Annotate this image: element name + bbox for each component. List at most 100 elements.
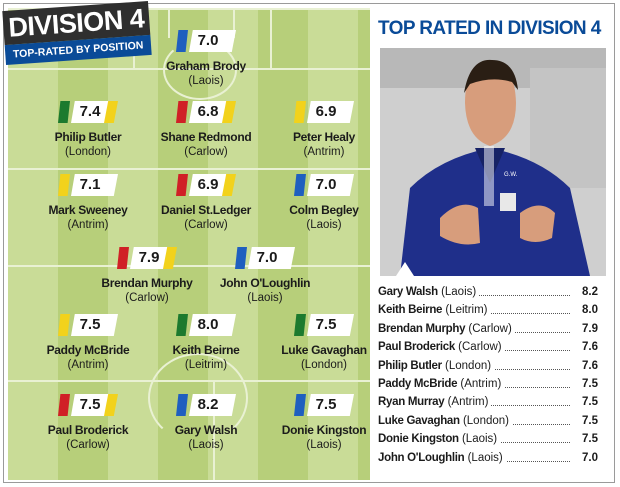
player-rating: 7.5 — [315, 316, 337, 333]
player-name: Colm Begley — [289, 203, 359, 217]
player-card: 8.0 Keith Beirne (Leitrim) — [151, 314, 261, 378]
county-colour-tail — [222, 174, 236, 196]
county-colour-stripe — [58, 101, 70, 123]
rating-box — [248, 247, 286, 269]
player-rating: 7.5 — [315, 396, 337, 413]
player-name: Peter Healy — [292, 130, 356, 144]
county-colour-tail — [163, 247, 177, 269]
player-card: 7.0 John O'Loughlin (Laois) — [210, 247, 320, 311]
player-name: Shane Redmond — [160, 130, 252, 144]
top-rated-player-name: John O'Loughlin — [378, 451, 465, 464]
player-card: 6.9 Peter Healy (Antrim) — [269, 101, 379, 165]
rating-box — [71, 394, 109, 416]
rating-box — [71, 174, 109, 196]
pitch-right-box-line — [270, 8, 272, 68]
pitch-bottom-left-line — [213, 382, 215, 480]
county-colour-tail — [222, 101, 236, 123]
county-colour-tail — [281, 247, 295, 269]
player-name: John O'Loughlin — [219, 276, 311, 290]
player-county: (Carlow) — [184, 146, 228, 158]
pitch-bottom-arc — [148, 353, 248, 443]
rating-box — [130, 247, 168, 269]
county-colour-tail — [340, 314, 354, 336]
player-rating: 7.0 — [197, 32, 219, 49]
county-colour-tail — [340, 174, 354, 196]
top-rated-row: Keith Beirne (Leitrim) 8.0 — [378, 301, 604, 320]
top-rated-player-county: (Carlow) — [458, 341, 502, 354]
player-card: 7.5 Paul Broderick (Carlow) — [33, 394, 143, 458]
county-colour-tail — [104, 314, 118, 336]
player-rating: 6.9 — [315, 103, 337, 120]
player-county: (Carlow) — [184, 219, 228, 231]
rating-box — [189, 394, 227, 416]
player-name: Daniel St.Ledger — [161, 203, 251, 217]
pitch-top-arc — [163, 40, 237, 100]
rating-badge: 6.9 — [294, 101, 354, 123]
top-rated-player-county: (London) — [462, 414, 509, 427]
county-colour-tail — [104, 394, 118, 416]
top-rated-player-name: Paul Broderick — [378, 341, 455, 354]
top-rated-player-county: (Leitrim) — [445, 304, 488, 317]
player-name: Gary Walsh — [174, 423, 238, 437]
top-rated-player-score: 7.0 — [579, 448, 598, 467]
rating-box — [71, 101, 109, 123]
player-county: (London) — [300, 359, 348, 371]
player-rating: 7.0 — [256, 249, 278, 266]
rating-box — [307, 101, 345, 123]
player-county: (Laois) — [306, 439, 342, 451]
player-card: 7.5 Luke Gavaghan (London) — [269, 314, 379, 378]
division-title-block: DIVISION 4 TOP-RATED BY POSITION — [2, 0, 152, 66]
rating-badge: 7.4 — [58, 101, 118, 123]
top-rated-title: TOP RATED IN DIVISION 4 — [378, 18, 601, 39]
player-card: 7.5 Donie Kingston (Laois) — [269, 394, 379, 458]
rating-badge: 7.5 — [294, 314, 354, 336]
county-colour-tail — [340, 394, 354, 416]
county-colour-stripe — [58, 394, 70, 416]
top-rated-row: John O'Loughlin (Laois) 7.0 — [378, 448, 604, 467]
county-colour-tail — [222, 394, 236, 416]
player-rating: 7.9 — [138, 249, 160, 266]
player-county: (Leitrim) — [184, 359, 228, 371]
top-rated-list: Gary Walsh (Laois) 8.2 Keith Beirne (Leitr… — [378, 283, 604, 467]
county-colour-stripe — [235, 247, 247, 269]
rating-badge: 7.9 — [117, 247, 177, 269]
top-rated-player-county: (Antrim) — [447, 396, 489, 409]
player-name: Keith Beirne — [172, 343, 240, 357]
rating-box — [189, 174, 227, 196]
rating-badge: 7.0 — [176, 30, 236, 52]
county-colour-tail — [340, 101, 354, 123]
manager-photo-illustration: G.W. — [380, 48, 606, 276]
player-card: 7.0 Graham Brody (Laois) — [151, 30, 261, 94]
top-rated-player-name: Brendan Murphy — [378, 322, 466, 335]
player-county: (Antrim) — [67, 359, 109, 371]
player-name: Paddy McBride — [46, 343, 130, 357]
rating-badge: 6.9 — [176, 174, 236, 196]
top-rated-player-county: (Laois) — [461, 433, 498, 446]
top-rated-player-name: Donie Kingston — [378, 433, 459, 446]
pitch-upper-band-line — [8, 168, 370, 170]
top-rated-player-name: Keith Beirne — [378, 304, 443, 317]
player-card: 7.9 Brendan Murphy (Carlow) — [92, 247, 202, 311]
player-county: (Carlow) — [66, 439, 110, 451]
player-name: Brendan Murphy — [101, 276, 193, 290]
pitch-top-line — [8, 8, 370, 10]
top-rated-player-name: Luke Gavaghan — [378, 414, 460, 427]
player-name: Luke Gavaghan — [281, 343, 367, 357]
county-colour-stripe — [294, 101, 306, 123]
rating-box — [189, 101, 227, 123]
county-colour-stripe — [58, 314, 70, 336]
top-rated-player-score: 7.5 — [579, 374, 598, 394]
rating-badge: 7.5 — [58, 394, 118, 416]
top-rated-player-score: 7.5 — [579, 393, 598, 412]
top-rated-player-score: 7.6 — [579, 338, 598, 357]
top-rated-row: Donie Kingston (Laois) 7.5 — [378, 430, 604, 449]
top-rated-player-score: 7.5 — [579, 430, 598, 449]
top-rated-row: Paul Broderick (Carlow) 7.6 — [378, 338, 604, 357]
pitch-left-small-box-line — [168, 8, 170, 38]
county-colour-tail — [104, 174, 118, 196]
player-card: 7.0 Colm Begley (Laois) — [269, 174, 379, 238]
player-card: 7.5 Paddy McBride (Antrim) — [33, 314, 143, 378]
player-county: (Antrim) — [67, 219, 109, 231]
player-name: Graham Brody — [166, 59, 246, 73]
top-rated-player-county: (Laois) — [467, 451, 503, 464]
